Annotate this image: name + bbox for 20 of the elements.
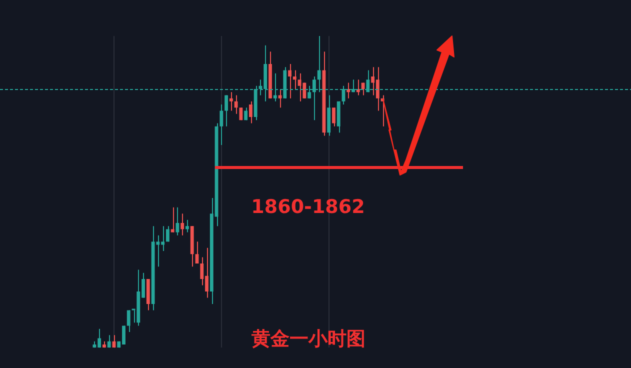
- candlestick: [224, 94, 228, 127]
- annotation: 1860-1862: [251, 196, 365, 218]
- candlestick: [244, 107, 248, 121]
- candlestick: [180, 213, 184, 236]
- candlestick: [229, 92, 233, 112]
- candlestick: [288, 64, 292, 99]
- candlestick: [278, 88, 282, 108]
- candlestick: [186, 219, 189, 233]
- candlestick: [166, 226, 170, 242]
- candlestick: [292, 70, 296, 90]
- candlestick: [249, 100, 252, 124]
- candlestick: [176, 206, 180, 236]
- candlestick: [170, 206, 174, 233]
- candlestick: [107, 334, 111, 348]
- candlestick: [234, 94, 238, 114]
- candlestick: [361, 82, 365, 96]
- candlestick: [239, 107, 243, 121]
- candlestick: [126, 310, 130, 333]
- candlestick: [332, 107, 336, 127]
- text: 黄金一小时图: [250, 327, 366, 352]
